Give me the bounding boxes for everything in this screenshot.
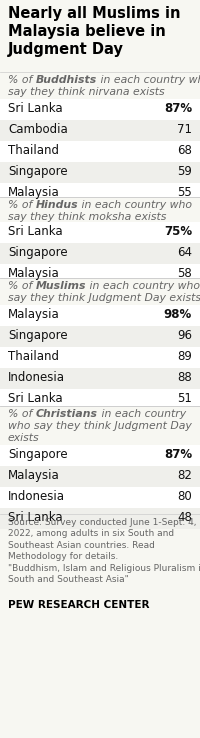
Text: Malaysia: Malaysia xyxy=(8,267,60,280)
Text: Muslims: Muslims xyxy=(36,281,86,291)
Bar xyxy=(0,406,200,445)
Text: Indonesia: Indonesia xyxy=(8,371,65,384)
Text: Singapore: Singapore xyxy=(8,165,68,178)
Bar xyxy=(0,466,200,487)
Text: 58: 58 xyxy=(177,267,192,280)
Text: 75%: 75% xyxy=(164,225,192,238)
Bar xyxy=(0,72,200,99)
Text: Indonesia: Indonesia xyxy=(8,490,65,503)
Text: say they think nirvana exists: say they think nirvana exists xyxy=(8,87,165,97)
Text: Buddhists: Buddhists xyxy=(36,75,97,85)
Text: Thailand: Thailand xyxy=(8,144,59,157)
Text: 88: 88 xyxy=(177,371,192,384)
Text: Sri Lanka: Sri Lanka xyxy=(8,511,63,524)
Text: 80: 80 xyxy=(177,490,192,503)
Text: 48: 48 xyxy=(177,511,192,524)
Bar xyxy=(0,222,200,285)
Text: Nearly all Muslims in
Malaysia believe in
Judgment Day: Nearly all Muslims in Malaysia believe i… xyxy=(8,6,180,57)
Text: 87%: 87% xyxy=(164,448,192,461)
Text: Sri Lanka: Sri Lanka xyxy=(8,225,63,238)
Text: 68: 68 xyxy=(177,144,192,157)
Bar xyxy=(0,120,200,141)
Bar xyxy=(0,162,200,183)
Text: in each country who: in each country who xyxy=(97,75,200,85)
Text: Cambodia: Cambodia xyxy=(8,123,68,136)
Text: Christians: Christians xyxy=(36,409,98,419)
Bar xyxy=(0,278,200,305)
Text: % of: % of xyxy=(8,75,36,85)
Text: 87%: 87% xyxy=(164,102,192,115)
Bar xyxy=(0,99,200,204)
Text: 64: 64 xyxy=(177,246,192,259)
Text: who say they think Judgment Day: who say they think Judgment Day xyxy=(8,421,192,431)
Bar xyxy=(0,305,200,410)
Text: Singapore: Singapore xyxy=(8,448,68,461)
Text: 89: 89 xyxy=(177,350,192,363)
Text: in each country: in each country xyxy=(98,409,186,419)
Text: say they think moksha exists: say they think moksha exists xyxy=(8,212,166,222)
Text: Malaysia: Malaysia xyxy=(8,186,60,199)
Text: Source: Survey conducted June 1-Sept. 4,
2022, among adults in six South and
Sou: Source: Survey conducted June 1-Sept. 4,… xyxy=(8,518,200,584)
Bar xyxy=(0,243,200,264)
Text: 71: 71 xyxy=(177,123,192,136)
Text: in each country who: in each country who xyxy=(86,281,200,291)
Text: Sri Lanka: Sri Lanka xyxy=(8,392,63,405)
Text: Malaysia: Malaysia xyxy=(8,469,60,482)
Text: Malaysia: Malaysia xyxy=(8,308,60,321)
Text: exists: exists xyxy=(8,433,40,443)
Text: 96: 96 xyxy=(177,329,192,342)
Bar xyxy=(0,445,200,529)
Text: Sri Lanka: Sri Lanka xyxy=(8,102,63,115)
Text: Singapore: Singapore xyxy=(8,329,68,342)
Bar xyxy=(0,508,200,529)
Text: Thailand: Thailand xyxy=(8,350,59,363)
Text: in each country who: in each country who xyxy=(78,200,192,210)
Text: Singapore: Singapore xyxy=(8,246,68,259)
Bar xyxy=(0,197,200,222)
Text: 51: 51 xyxy=(177,392,192,405)
Text: 98%: 98% xyxy=(164,308,192,321)
Text: PEW RESEARCH CENTER: PEW RESEARCH CENTER xyxy=(8,600,150,610)
Text: 55: 55 xyxy=(177,186,192,199)
Text: 82: 82 xyxy=(177,469,192,482)
Bar xyxy=(0,326,200,347)
Text: % of: % of xyxy=(8,200,36,210)
Text: say they think Judgment Day exists: say they think Judgment Day exists xyxy=(8,293,200,303)
Text: % of: % of xyxy=(8,281,36,291)
Text: 59: 59 xyxy=(177,165,192,178)
Bar xyxy=(0,368,200,389)
Text: Hindus: Hindus xyxy=(36,200,78,210)
Text: % of: % of xyxy=(8,409,36,419)
